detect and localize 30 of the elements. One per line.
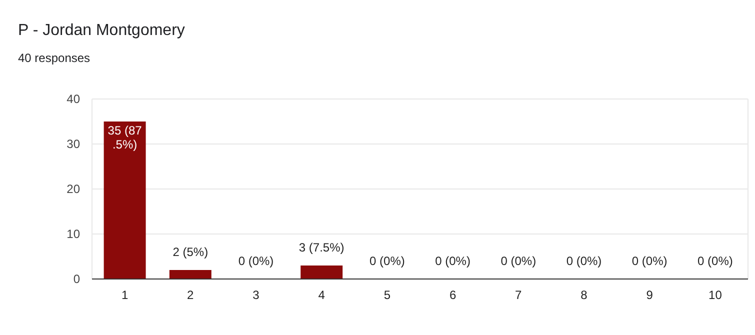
data-label: 0 (0%): [500, 254, 536, 268]
x-tick-label: 3: [252, 288, 260, 302]
x-tick-label: 9: [646, 288, 654, 302]
data-label: 0 (0%): [566, 254, 602, 268]
y-tick-label: 30: [66, 137, 80, 151]
x-tick-label: 5: [384, 288, 391, 302]
x-tick-label: 2: [187, 288, 194, 302]
x-tick-label: 10: [708, 288, 722, 302]
x-tick-label: 8: [580, 288, 588, 302]
chart-subtitle: 40 responses: [18, 51, 90, 65]
x-tick-label: 6: [449, 288, 456, 302]
data-label: 0 (0%): [370, 254, 405, 268]
bar: [169, 270, 212, 279]
y-tick-label: 10: [66, 227, 80, 241]
x-tick-label: 4: [318, 288, 326, 302]
x-tick-label: 7: [515, 288, 522, 302]
y-tick-label: 40: [66, 92, 80, 106]
data-label: 0 (0%): [698, 254, 733, 268]
data-label: 0 (0%): [435, 254, 470, 268]
data-label: 3 (7.5%): [298, 240, 344, 254]
data-label: 0 (0%): [632, 254, 668, 268]
data-label: 35 (87.5%): [108, 124, 142, 152]
y-tick-label: 0: [73, 272, 80, 286]
x-tick-label: 1: [121, 288, 128, 302]
data-label: 2 (5%): [172, 245, 208, 259]
data-label: 0 (0%): [238, 254, 274, 268]
chart-title: P - Jordan Montgomery: [18, 22, 185, 39]
y-tick-label: 20: [66, 182, 80, 196]
bar: [104, 122, 146, 279]
bar: [300, 266, 343, 279]
